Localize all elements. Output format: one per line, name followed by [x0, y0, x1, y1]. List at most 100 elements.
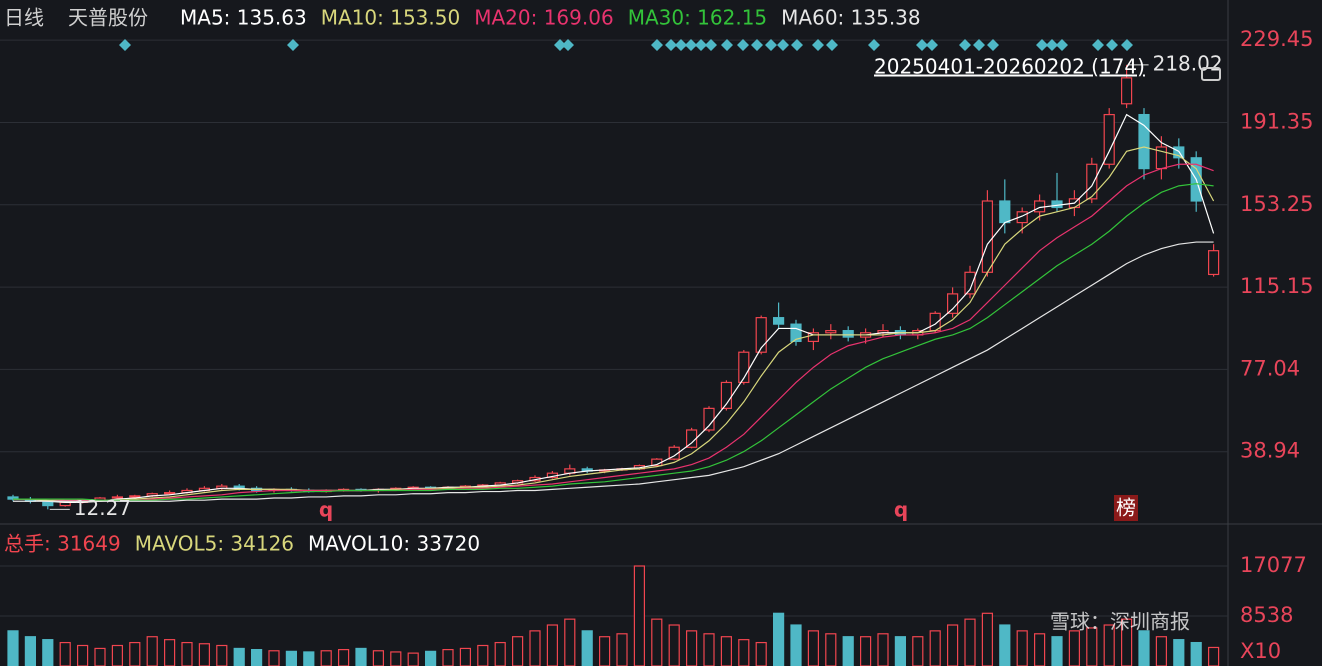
volume-bar: [825, 633, 837, 666]
marker: q: [894, 498, 908, 522]
volume-bar: [546, 624, 559, 666]
volume-bar: [633, 565, 646, 666]
y-tick-label: 191.35: [1240, 109, 1313, 133]
candle-body: [1120, 77, 1133, 105]
volume-bar: [76, 644, 89, 666]
volume-bar: [303, 651, 315, 666]
volume-bar: [1086, 627, 1098, 666]
candle-body: [720, 381, 733, 409]
period: 日线: [4, 6, 44, 30]
volume-unit: X10: [1240, 639, 1281, 663]
legend-entry: 总手: 31649: [4, 532, 121, 556]
marker: q: [319, 498, 333, 522]
volume-bar: [999, 624, 1011, 666]
volume-bar: [1207, 646, 1220, 666]
volume-bar: [1016, 630, 1028, 666]
candle-body: [164, 492, 176, 495]
candle-body: [790, 323, 802, 343]
volume-bar: [720, 636, 733, 666]
legend-entry: MA5: 135.63: [180, 6, 307, 30]
y-tick-label: 153.25: [1240, 192, 1313, 216]
volume-bar: [1138, 630, 1150, 666]
volume-bar: [703, 633, 715, 666]
volume-bar: [7, 630, 19, 666]
event-markers: [119, 39, 1133, 51]
volume-bar: [511, 636, 524, 666]
volume-bar: [859, 636, 872, 666]
y-tick-label: 17077: [1240, 553, 1307, 577]
ma-line: [13, 146, 1215, 502]
candle-body: [1086, 163, 1098, 200]
candle-body: [807, 332, 820, 343]
volume-bar: [477, 644, 489, 666]
candle-body: [842, 330, 854, 338]
candle-body: [946, 293, 959, 314]
legend-entry: MAVOL10: 33720: [308, 532, 480, 556]
candle-body: [772, 317, 785, 325]
volume-bar: [111, 644, 124, 666]
candle-body: [825, 330, 837, 334]
marker-box: [1114, 495, 1138, 521]
volume-bar: [42, 639, 54, 666]
volume-bar: [529, 630, 541, 666]
volume-bar: [842, 636, 854, 666]
volume-bar: [233, 647, 245, 666]
low-label: 12.27: [74, 496, 131, 520]
volume-bar: [1190, 641, 1202, 666]
legend-entry: MA60: 135.38: [781, 6, 920, 30]
candle-body: [999, 200, 1011, 224]
ma-line: [13, 241, 1214, 502]
grid: [0, 39, 1228, 617]
volume-bar: [1033, 633, 1046, 666]
candle-body: [964, 271, 976, 295]
y-tick-label: 77.04: [1240, 356, 1300, 380]
volume-bar: [251, 649, 263, 666]
candle-body: [129, 495, 141, 498]
candle-body: [1033, 200, 1046, 213]
volume-bar: [738, 639, 750, 666]
volume-bar: [198, 643, 210, 666]
volume-bar: [964, 618, 976, 666]
volume-bar: [407, 652, 419, 666]
volume-bar: [494, 641, 506, 666]
y-tick-label: 38.94: [1240, 439, 1300, 463]
volume-bar: [598, 636, 611, 666]
volume-bar: [216, 644, 228, 666]
volume-bar: [338, 649, 350, 666]
volume-bar: [1051, 636, 1063, 666]
volume-bar: [390, 651, 402, 666]
candle-body: [738, 351, 750, 384]
watermark: 雪球：深圳商报: [1050, 610, 1190, 634]
candle-body: [755, 317, 767, 353]
volume-bar: [1155, 636, 1168, 666]
candle-body: [703, 407, 715, 431]
volume-bar: [59, 641, 71, 666]
y-tick-label: 229.45: [1240, 27, 1313, 51]
volume-bar: [320, 650, 332, 666]
volume-bar: [1120, 618, 1133, 666]
range-label: 20250401-20260202 (174): [874, 55, 1145, 79]
y-tick-label: 8538: [1240, 603, 1293, 627]
volume-bar: [981, 612, 994, 666]
y-tick-label: 115.15: [1240, 274, 1313, 298]
volume-bar: [24, 636, 36, 666]
volume-bar: [285, 650, 297, 666]
volume-bar: [790, 624, 802, 666]
candle-body: [111, 496, 124, 499]
stock-name: 天普股份: [68, 6, 148, 30]
volume-bar: [268, 650, 280, 666]
volume-bar: [807, 630, 820, 666]
volume-bar: [94, 647, 106, 666]
volume-bar: [1068, 630, 1081, 666]
ma-line: [13, 183, 1214, 501]
volume-bar: [581, 630, 593, 666]
volume-bar: [146, 636, 158, 666]
volume-bar: [616, 633, 628, 666]
volume-bar: [372, 650, 384, 666]
ma-line: [13, 113, 1215, 503]
volume-bar: [929, 630, 941, 666]
candle-body: [1051, 200, 1063, 209]
candle-body: [668, 446, 680, 460]
